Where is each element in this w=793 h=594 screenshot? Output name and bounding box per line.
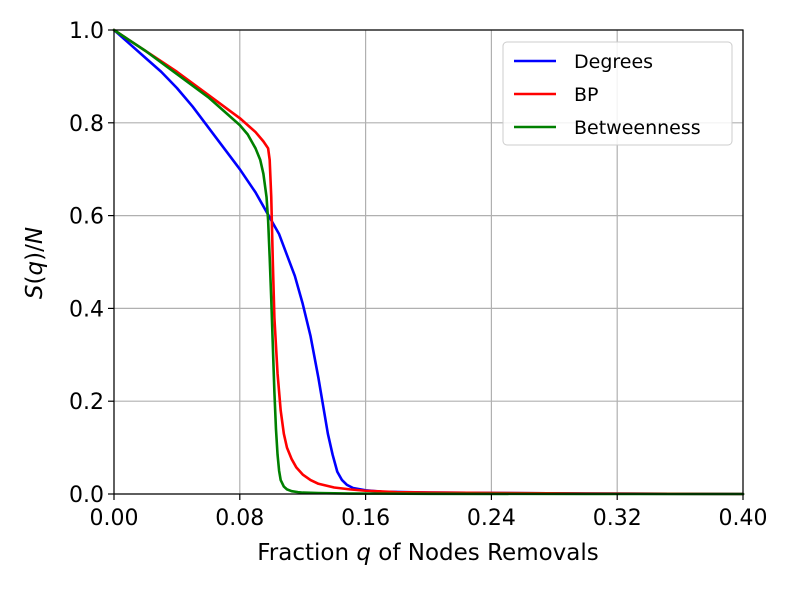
- x-axis-label: Fraction q of Nodes Removals: [257, 540, 599, 566]
- series-line-bp: [112, 28, 745, 496]
- x-tick-label: 0.08: [215, 506, 264, 531]
- legend-box: [502, 41, 733, 146]
- legend: Degrees BP Betweenness: [502, 41, 733, 146]
- axis-ticks: 0.00 0.08 0.16 0.24 0.32 0.40 0.0 0.2 0.4 0.6 0.8 1…: [69, 19, 767, 531]
- series-line-betweenness: [112, 28, 745, 496]
- y-tick-label: 0.0: [69, 483, 104, 508]
- y-tick-label: 0.6: [69, 205, 104, 230]
- plot-frame: [113, 29, 744, 495]
- y-axis-label: S(q)/N: [22, 227, 48, 299]
- x-tick-label: 0.40: [719, 506, 768, 531]
- legend-label-bp: BP: [574, 84, 599, 106]
- x-tick-label: 0.16: [341, 506, 390, 531]
- legend-label-degrees: Degrees: [574, 51, 653, 73]
- series-lines: [112, 28, 745, 496]
- y-tick-label: 1.0: [69, 19, 104, 44]
- y-tick-label: 0.8: [69, 112, 104, 137]
- y-tick-label: 0.4: [69, 297, 104, 322]
- y-tick-label: 0.2: [69, 390, 104, 415]
- x-tick-label: 0.32: [593, 506, 642, 531]
- legend-label-betweenness: Betweenness: [574, 117, 701, 139]
- x-tick-label: 0.00: [90, 506, 139, 531]
- x-tick-label: 0.24: [467, 506, 516, 531]
